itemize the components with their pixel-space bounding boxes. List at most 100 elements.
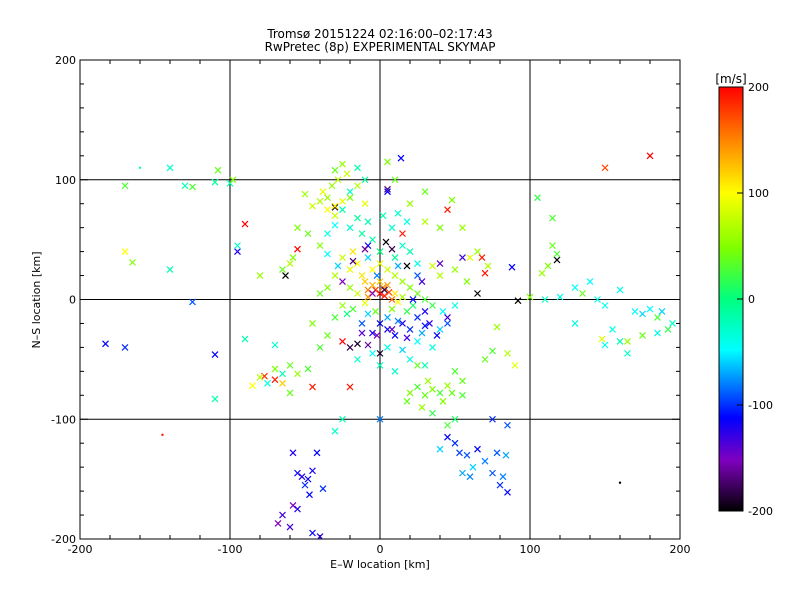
data-point-cross [403, 218, 411, 226]
data-point-cross [358, 320, 366, 327]
data-point-cross [346, 224, 354, 232]
data-point-cross [514, 297, 522, 305]
data-point-cross [339, 160, 346, 168]
data-point-cross [364, 254, 372, 262]
data-point-cross [376, 320, 384, 327]
data-point-cross [616, 337, 624, 345]
data-point-cross [394, 209, 402, 217]
data-point-cross [211, 395, 219, 403]
data-point-cross [426, 320, 433, 327]
data-point-cross [436, 224, 444, 232]
data-point-cross [384, 343, 391, 351]
data-point-cross [331, 212, 339, 220]
data-point-cross [394, 317, 402, 325]
y-tick-label: -200 [51, 533, 76, 546]
data-point-cross [376, 349, 384, 357]
data-point-cross [343, 170, 351, 178]
data-point-cross [214, 166, 222, 174]
data-point-cross [624, 337, 631, 345]
data-point-cross [364, 310, 372, 318]
data-point-cross [459, 254, 466, 262]
data-point-cross [598, 335, 606, 343]
data-point-cross [493, 323, 501, 331]
data-point-cross [418, 329, 426, 337]
data-point-cross [339, 254, 346, 262]
y-tick-label: -100 [51, 413, 76, 426]
data-point-cross [241, 220, 249, 228]
data-point-cross [354, 164, 361, 172]
data-point-cross [571, 284, 579, 291]
data-point-cross [369, 349, 376, 357]
data-point-cross [409, 296, 417, 303]
x-tick-label: -100 [218, 543, 243, 556]
data-point-cross [391, 367, 399, 375]
data-point-cross [264, 379, 271, 387]
data-point-cross [466, 254, 474, 262]
data-point-cross [466, 473, 474, 481]
data-point-cross [289, 449, 297, 457]
data-point-cross [549, 214, 556, 222]
data-point-cross [384, 314, 391, 321]
data-point-cross [436, 389, 444, 397]
data-point-cross [397, 154, 405, 162]
data-point-cross [376, 248, 384, 256]
data-point-cross [639, 310, 646, 318]
data-point-cross [448, 196, 456, 204]
data-point-cross [451, 266, 459, 273]
data-point-cross [414, 361, 421, 369]
data-point-cross [271, 341, 279, 349]
data-point-cross [358, 272, 366, 279]
data-point-cross [388, 326, 396, 333]
data-point-cross [456, 449, 463, 457]
data-point-cross [369, 236, 376, 244]
data-point-cross [399, 278, 406, 285]
data-point-cross [451, 439, 459, 447]
data-point-cross [369, 266, 376, 273]
data-point-cross [294, 370, 301, 378]
data-point-cross [654, 329, 661, 337]
data-point-cross [439, 308, 447, 315]
data-point-cross [364, 341, 372, 349]
data-point-cross [403, 334, 411, 342]
colorbar-tick-label: -200 [748, 505, 773, 518]
colorbar-ticks: 200 100 0 -100 -200 [737, 81, 773, 518]
data-point-cross [654, 314, 661, 321]
data-point-cross [439, 397, 447, 405]
chart-title: Tromsø 20151224 02:16:00–02:17:43 [266, 27, 492, 41]
data-point-cross [474, 290, 481, 297]
data-point-cross [616, 286, 624, 294]
data-point-cross [319, 485, 327, 493]
data-point-cross [414, 337, 421, 345]
data-point-cross [421, 188, 429, 196]
data-point-cross [349, 248, 357, 256]
data-point-cross [346, 188, 354, 196]
data-point-cross [381, 292, 388, 300]
data-point-cross [364, 286, 372, 294]
data-point-cross [309, 467, 316, 475]
data-point-cross [384, 188, 391, 196]
chart-subtitle: RwPretec (8p) EXPERIMENTAL SKYMAP [265, 40, 496, 54]
data-point-cross [289, 502, 297, 509]
x-tick-label: 200 [670, 543, 691, 556]
data-point-cross [339, 415, 346, 423]
data-point-cross [538, 269, 546, 277]
data-point-cross [279, 370, 286, 378]
data-point-cross [286, 260, 294, 267]
data-point-cross [624, 349, 631, 357]
data-point-cross [369, 329, 376, 337]
data-point-cross [549, 242, 556, 250]
colorbar-tick-label: 200 [748, 81, 769, 94]
data-point-cross [189, 183, 196, 191]
data-point-cross [484, 262, 492, 270]
data-point-cross [421, 361, 429, 369]
data-point-cross [384, 185, 391, 193]
data-point-dot [161, 433, 164, 437]
data-point-cross [403, 397, 411, 405]
data-point-cross [511, 361, 519, 369]
data-point-cross [309, 320, 316, 327]
data-point-cross [399, 242, 406, 250]
data-point-cross [451, 367, 459, 375]
data-point-cross [324, 284, 331, 291]
data-point-cross [373, 272, 381, 279]
data-point-cross [421, 391, 429, 399]
